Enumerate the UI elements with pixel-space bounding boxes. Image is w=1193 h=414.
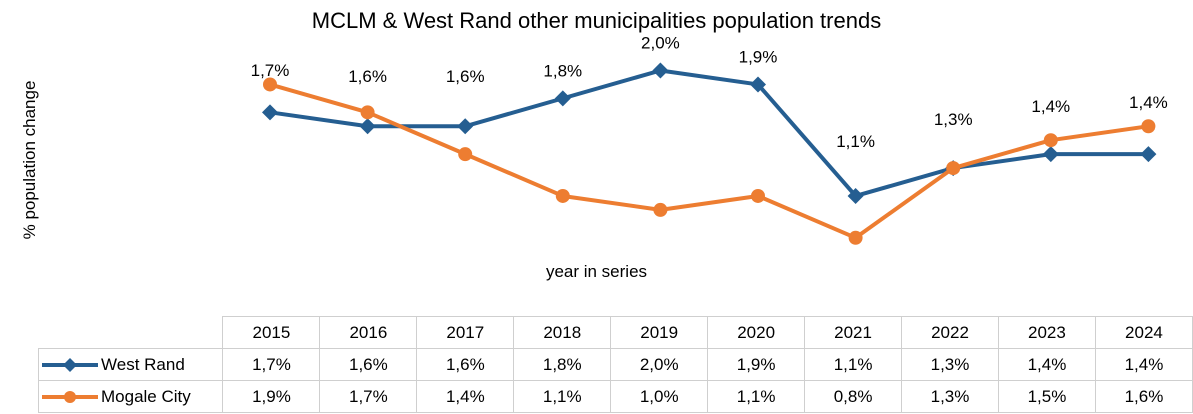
table-year-header-2019: 2019	[610, 316, 709, 349]
mogale-city-line	[268, 82, 1151, 240]
west-rand-data-label-2021: 1,1%	[836, 132, 875, 151]
legend-key-mogale-city	[42, 391, 98, 404]
plot-area: 1,7% 1,6% 1,6% 1,8% 2,0% 1,9% 1,1% 1,3% 1,4% 1,4%	[251, 34, 1168, 245]
west-rand-point-2016	[359, 118, 376, 135]
west-rand-point-2024	[1140, 146, 1157, 163]
mogale-city-point-2020	[751, 188, 765, 203]
mogale-city-point-2022	[946, 161, 961, 176]
west-rand-data-label-2017: 1,6%	[446, 67, 485, 86]
table-year-header-2016: 2016	[319, 316, 418, 349]
table-cell-mogale-city-2021: 0,8%	[804, 380, 903, 413]
west-rand-point-2017	[457, 118, 474, 135]
mogale-city-point-2019	[653, 202, 668, 217]
legend-marker-west-rand	[63, 358, 77, 373]
table-cell-west-rand-2015: 1,7%	[222, 348, 321, 381]
west-rand-data-label-2016: 1,6%	[348, 67, 387, 86]
west-rand-data-label-2024: 1,4%	[1129, 93, 1168, 112]
table-cell-west-rand-2024: 1,4%	[1094, 348, 1193, 381]
table-year-header-2024: 2024	[1094, 316, 1193, 349]
table-cell-west-rand-2021: 1,1%	[804, 348, 903, 381]
mogale-city-point-2021	[848, 230, 863, 245]
table-year-header-2021: 2021	[804, 316, 903, 349]
table-cell-mogale-city-2016: 1,7%	[319, 380, 418, 413]
table-cell-mogale-city-2017: 1,4%	[416, 380, 515, 413]
table-cell-west-rand-2017: 1,6%	[416, 348, 515, 381]
west-rand-point-2021	[847, 187, 864, 204]
west-rand-data-label-2023: 1,4%	[1031, 97, 1070, 116]
table-year-header-2017: 2017	[416, 316, 515, 349]
table-cell-mogale-city-2024: 1,6%	[1094, 380, 1193, 413]
legend-key-west-rand	[42, 358, 98, 373]
west-rand-data-label-2022: 1,3%	[934, 110, 973, 129]
mogale-city-point-2018	[555, 188, 570, 203]
mogale-city-point-2017	[458, 147, 473, 162]
legend-label-mogale-city: Mogale City	[101, 386, 191, 406]
table-cell-west-rand-2022: 1,3%	[901, 348, 999, 381]
x-axis-label: year in series	[545, 262, 648, 281]
table-cell-mogale-city-2019: 1,0%	[610, 380, 709, 413]
mogale-city-point-2015	[263, 77, 277, 92]
mogale-city-point-2023	[1043, 133, 1058, 148]
table-cell-west-rand-2023: 1,4%	[997, 348, 1096, 381]
table-cell-mogale-city-2020: 1,1%	[707, 380, 806, 413]
table-row-mogale-city: Mogale City 1,9% 1,7% 1,4% 1,1% 1,0% 1,1% 0,8% 1…	[37, 380, 1193, 413]
table-year-header-2018: 2018	[513, 316, 612, 349]
table-year-header-2023: 2023	[997, 316, 1096, 349]
mogale-city-point-2024	[1141, 119, 1156, 134]
table-cell-west-rand-2020: 1,9%	[707, 348, 806, 381]
chart-title: MCLM & West Rand other municipalities po…	[311, 8, 882, 33]
table-body: West Rand 1,7% 1,6% 1,6% 1,8% 2,0% 1,9% 1,1% 1,3…	[37, 348, 1193, 413]
west-rand-data-label-2015: 1,7%	[251, 61, 290, 80]
legend-label-west-rand: West Rand	[101, 354, 185, 374]
table-series-name-west-rand: West Rand	[37, 348, 224, 381]
west-rand-point-2018	[554, 90, 571, 107]
table-corner	[38, 316, 224, 349]
table-header-row: 2015 2016 2017 2018 2019 2020 2021 2022 2023 2024	[38, 316, 1193, 349]
table-cell-west-rand-2018: 1,8%	[513, 348, 612, 381]
west-rand-point-2020	[750, 76, 766, 93]
west-rand-data-label-2020: 1,9%	[739, 47, 778, 66]
data-table: 2015 2016 2017 2018 2019 2020 2021 2022 2023 2024…	[37, 316, 1193, 413]
table-cell-mogale-city-2022: 1,3%	[901, 380, 999, 413]
table-year-header-2015: 2015	[222, 316, 321, 349]
table-row-west-rand: West Rand 1,7% 1,6% 1,6% 1,8% 2,0% 1,9% 1,1% 1,3…	[37, 348, 1193, 381]
table-year-header-2022: 2022	[901, 316, 999, 349]
table-cell-mogale-city-2023: 1,5%	[997, 380, 1096, 413]
mogale-city-point-2016	[360, 105, 375, 120]
legend-marker-mogale-city	[64, 391, 76, 404]
west-rand-point-2019	[652, 62, 669, 79]
west-rand-point-2023	[1042, 146, 1059, 163]
table-year-header-2020: 2020	[707, 316, 806, 349]
west-rand-point-2015	[262, 104, 278, 121]
table-cell-mogale-city-2015: 1,9%	[222, 380, 321, 413]
table-series-name-mogale-city: Mogale City	[37, 380, 224, 413]
table-cell-west-rand-2016: 1,6%	[319, 348, 418, 381]
west-rand-data-label-2019: 2,0%	[641, 34, 680, 53]
table-cell-west-rand-2019: 2,0%	[610, 348, 709, 381]
west-rand-data-label-2018: 1,8%	[543, 61, 582, 80]
west-rand-line	[268, 68, 1151, 198]
table-cell-mogale-city-2018: 1,1%	[513, 380, 612, 413]
